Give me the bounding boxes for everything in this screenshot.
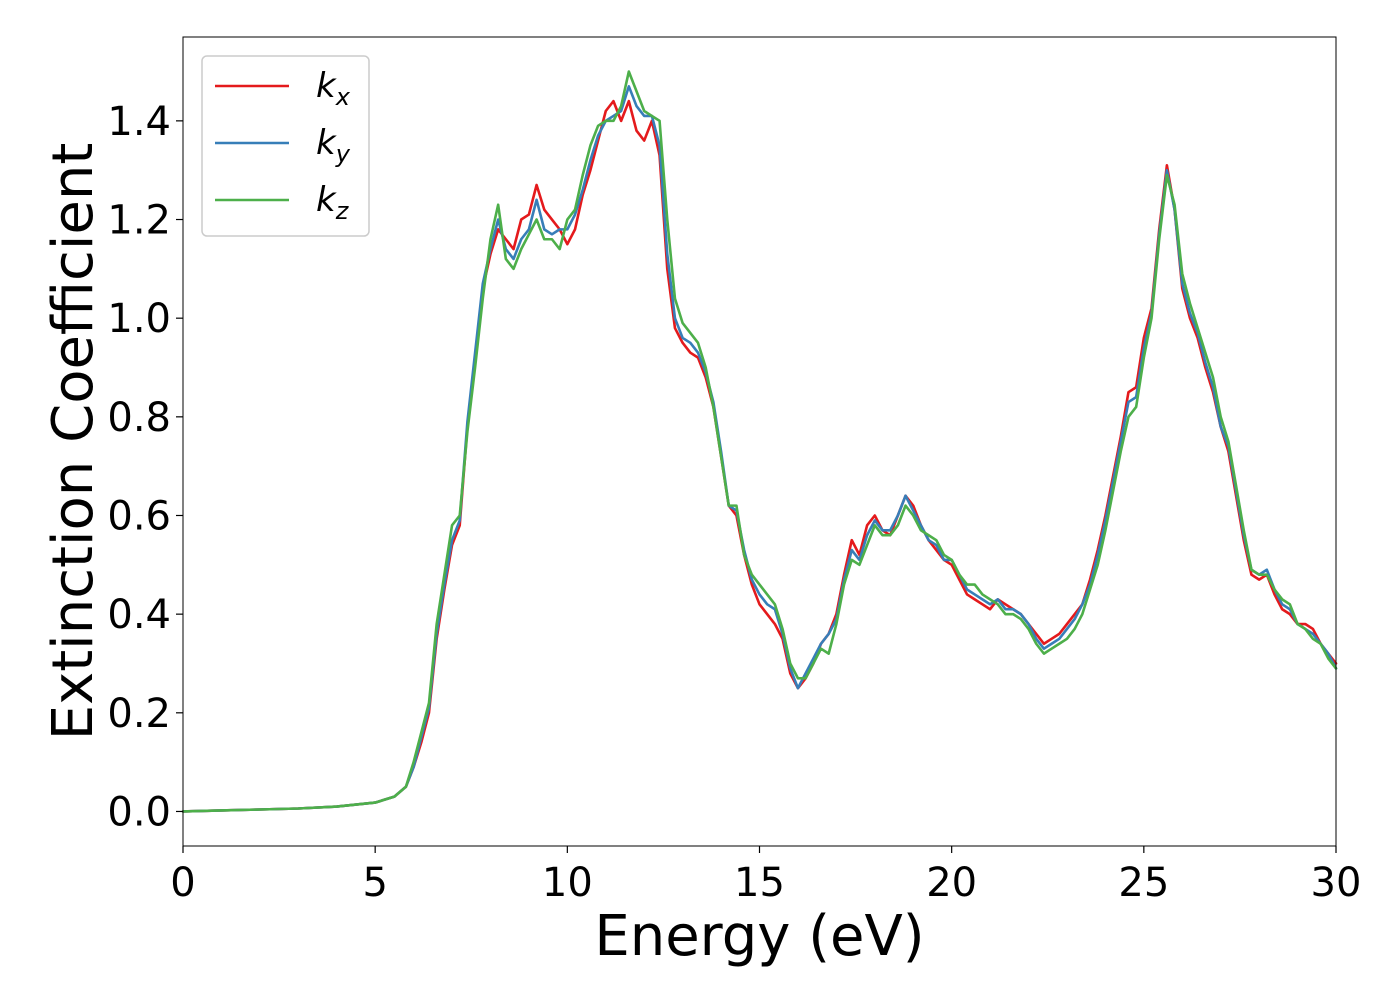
- y-axis-ticks: 0.0 0.2 0.4 0.6 0.8 1.0 1.2 1.4: [107, 99, 183, 835]
- y-tick-label: 1.2: [107, 198, 171, 244]
- y-tick-label: 1.0: [107, 296, 171, 342]
- legend-box: [201, 55, 370, 237]
- x-tick-label: 25: [1118, 860, 1169, 906]
- y-axis-label: Extinction Coefficient: [41, 143, 106, 741]
- x-tick-label: 5: [362, 860, 387, 906]
- x-tick-label: 0: [170, 860, 195, 906]
- y-tick-label: 0.4: [107, 592, 171, 638]
- legend-label-z: kz: [316, 180, 350, 225]
- legend: kx ky kz: [201, 55, 370, 237]
- x-tick-label: 10: [542, 860, 593, 906]
- y-tick-label: 0.6: [107, 493, 171, 539]
- x-tick-label: 15: [734, 860, 785, 906]
- x-tick-label: 20: [926, 860, 977, 906]
- plot-area: [183, 37, 1336, 846]
- y-tick-label: 0.8: [107, 395, 171, 441]
- y-tick-label: 1.4: [107, 99, 171, 145]
- series-layer: [181, 70, 1338, 813]
- x-axis-label: Energy (eV): [594, 904, 924, 969]
- x-axis-ticks: 0 5 10 15 20 25 30: [170, 846, 1361, 906]
- y-tick-label: 0.0: [107, 789, 171, 835]
- series-line-z: [181, 70, 1338, 813]
- legend-label-y: ky: [316, 123, 351, 168]
- x-tick-label: 30: [1311, 860, 1362, 906]
- y-tick-label: 0.2: [107, 691, 171, 737]
- legend-label-x: kx: [316, 66, 351, 111]
